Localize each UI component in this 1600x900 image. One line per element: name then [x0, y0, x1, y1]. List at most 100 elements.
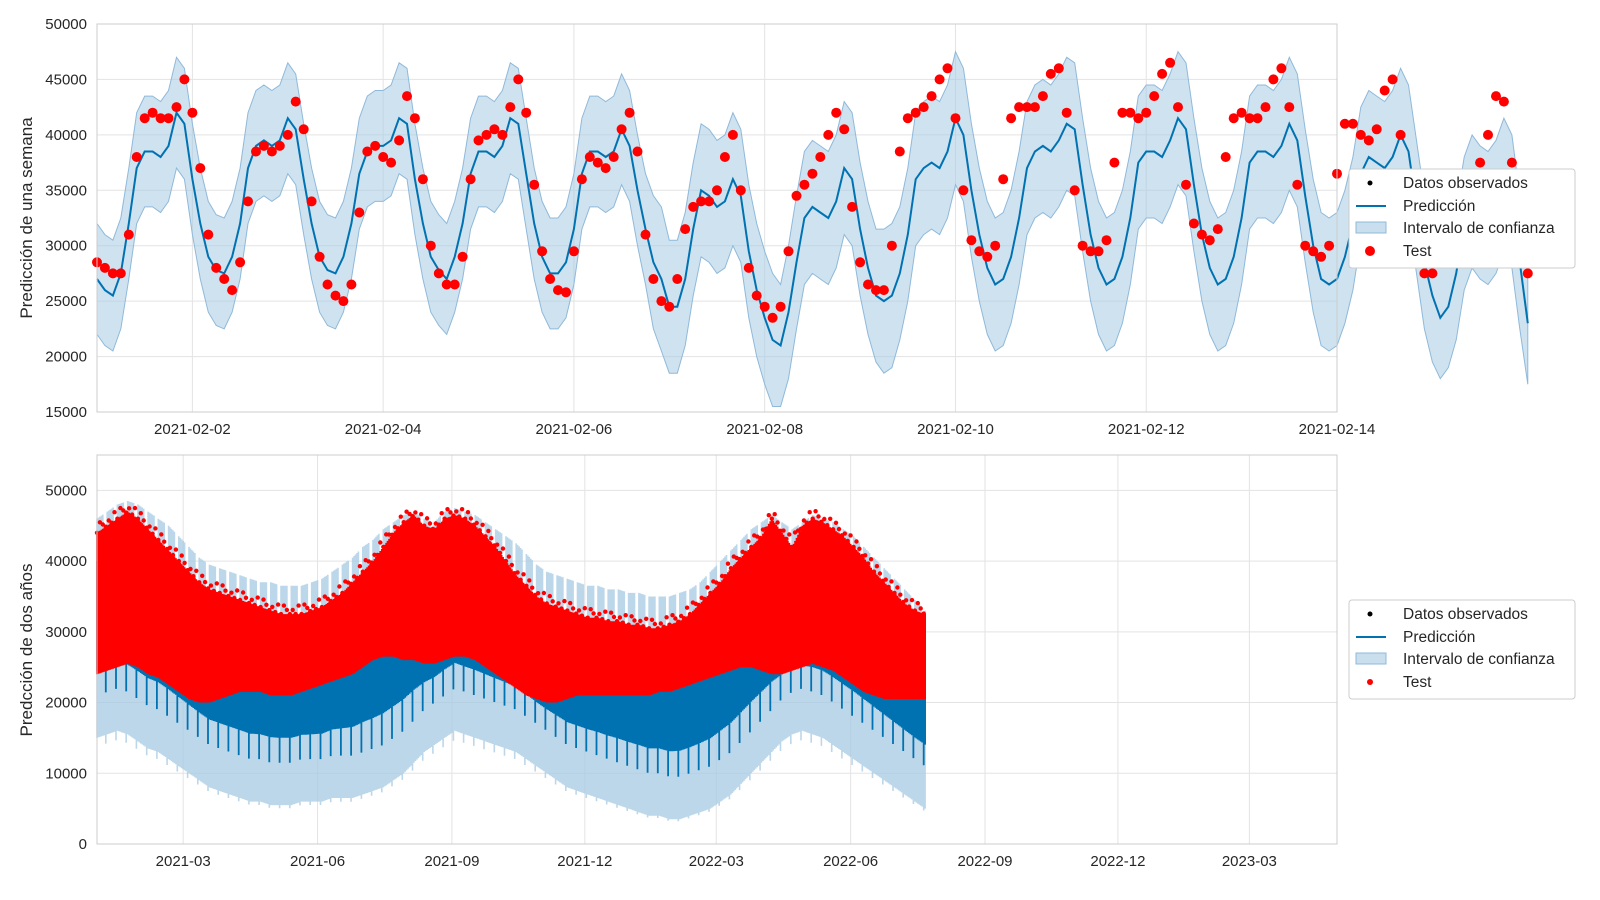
- y-tick-label: 25000: [45, 293, 87, 310]
- test-point: [338, 296, 349, 307]
- y-tick-label: 10000: [45, 765, 87, 782]
- test-point: [746, 539, 751, 544]
- test-point: [866, 561, 871, 566]
- test-point: [217, 590, 222, 596]
- test-point: [807, 168, 818, 179]
- test-point: [804, 520, 809, 525]
- test-point: [357, 564, 363, 569]
- test-point: [874, 564, 880, 569]
- x-tick-label: 2021-02-12: [1108, 421, 1185, 438]
- test-point: [322, 279, 333, 290]
- test-point: [588, 607, 593, 612]
- test-point: [883, 577, 888, 582]
- test-point: [855, 257, 866, 268]
- test-point: [655, 626, 660, 631]
- test-point: [226, 593, 231, 599]
- test-point: [847, 201, 858, 212]
- test-point: [781, 528, 786, 533]
- test-point: [727, 129, 738, 140]
- test-point: [162, 539, 167, 544]
- test-point: [401, 520, 406, 525]
- test-point: [1491, 91, 1501, 102]
- test-point: [362, 146, 373, 157]
- test-point: [395, 526, 401, 531]
- test-point: [1165, 57, 1176, 68]
- test-point: [579, 613, 585, 618]
- test-point: [1316, 251, 1327, 262]
- test-point: [1419, 268, 1430, 279]
- y-tick-label: 30000: [45, 238, 87, 255]
- test-point: [1022, 102, 1032, 113]
- test-point: [592, 157, 603, 168]
- y-tick-label: 40000: [45, 127, 87, 144]
- test-point: [296, 603, 301, 608]
- test-point: [902, 113, 913, 124]
- y-axis-label: Predicción de una semana: [17, 117, 36, 319]
- test-point: [830, 527, 836, 532]
- test-point: [506, 554, 512, 559]
- test-point: [851, 544, 856, 550]
- test-point: [513, 74, 524, 85]
- test-point: [237, 597, 243, 603]
- test-point: [398, 514, 403, 519]
- test-point: [275, 602, 281, 607]
- test-point: [550, 599, 555, 604]
- test-point: [608, 152, 619, 162]
- test-point: [1276, 63, 1287, 74]
- test-point: [509, 562, 514, 568]
- test-point: [871, 569, 877, 574]
- test-point: [1188, 218, 1199, 229]
- test-point: [370, 140, 381, 151]
- test-point: [1125, 107, 1136, 118]
- legend: Datos observados Predicción Intervalo de…: [1348, 168, 1576, 269]
- test-point: [298, 124, 309, 135]
- legend-test-marker: [1365, 246, 1375, 256]
- test-point: [521, 572, 526, 577]
- test-point: [211, 262, 222, 273]
- test-point: [918, 102, 929, 113]
- test-point: [688, 201, 699, 212]
- test-point: [229, 590, 234, 595]
- test-point: [798, 526, 804, 531]
- test-point: [1181, 179, 1191, 190]
- test-point: [505, 102, 516, 113]
- test-point: [515, 570, 520, 575]
- test-point: [299, 611, 304, 617]
- test-point: [439, 511, 444, 516]
- test-point: [246, 600, 252, 606]
- test-point: [481, 129, 492, 140]
- test-point: [1308, 246, 1319, 257]
- test-point: [354, 575, 360, 580]
- legend-interval-marker: [1355, 221, 1387, 234]
- test-point: [419, 512, 424, 517]
- test-point: [1387, 74, 1398, 85]
- test-point: [313, 606, 319, 612]
- y-tick-labels: 15000 20000 25000 30000 35000 40000 45000 50000: [45, 16, 87, 421]
- test-point: [670, 613, 675, 618]
- test-point: [126, 506, 132, 511]
- test-point: [346, 279, 357, 290]
- test-point: [529, 179, 540, 190]
- test-point: [857, 546, 862, 551]
- test-point: [489, 536, 494, 541]
- test-point: [640, 229, 651, 240]
- x-tick-label: 2021-02-10: [917, 421, 994, 438]
- test-point: [170, 552, 176, 558]
- test-point: [749, 544, 754, 550]
- test-point: [495, 542, 500, 547]
- test-point: [656, 296, 667, 307]
- test-point: [243, 595, 249, 600]
- test-point: [664, 615, 669, 620]
- test-point: [220, 583, 225, 588]
- test-point: [974, 246, 985, 257]
- test-point: [195, 163, 206, 174]
- test-point: [895, 585, 900, 590]
- test-point: [958, 185, 969, 196]
- test-point: [480, 522, 485, 527]
- test-point: [687, 611, 693, 617]
- test-point: [767, 312, 778, 323]
- test-point: [1395, 129, 1406, 140]
- test-point: [648, 274, 659, 284]
- y-axis-label: Predcción de dos años: [17, 564, 36, 737]
